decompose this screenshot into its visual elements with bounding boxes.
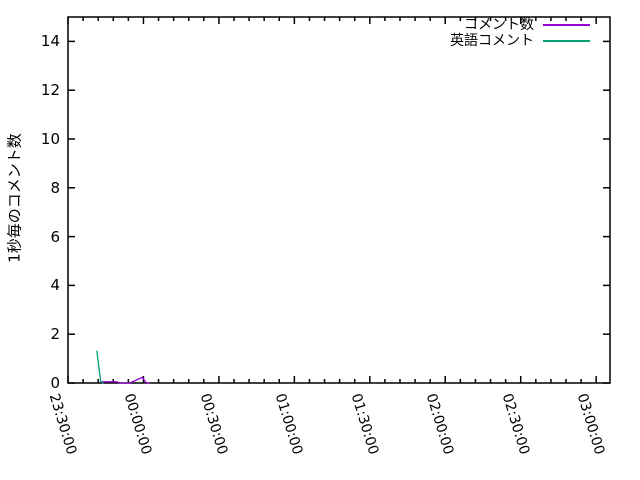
y-tick-label: 6 (50, 227, 60, 246)
y-tick-label: 12 (40, 81, 60, 100)
legend-line-sample-english-comments (543, 40, 590, 42)
legend-label-comments: コメント数 (464, 17, 534, 33)
y-tick-label: 8 (50, 178, 60, 197)
legend-row: 英語コメント (450, 33, 590, 49)
y-tick-label: 10 (40, 130, 60, 148)
legend-label-english-comments: 英語コメント (450, 33, 534, 49)
y-tick-label: 2 (50, 325, 60, 344)
series-line (100, 376, 150, 384)
plot-border (67, 16, 611, 384)
series-line (96, 350, 104, 384)
legend-line-sample-comments (543, 24, 590, 26)
y-tick-label: 4 (50, 276, 60, 295)
y-tick-label: 0 (50, 374, 60, 392)
legend: コメント数 英語コメント (450, 17, 590, 49)
legend-row: コメント数 (450, 17, 590, 33)
y-tick-label: 14 (40, 32, 60, 51)
